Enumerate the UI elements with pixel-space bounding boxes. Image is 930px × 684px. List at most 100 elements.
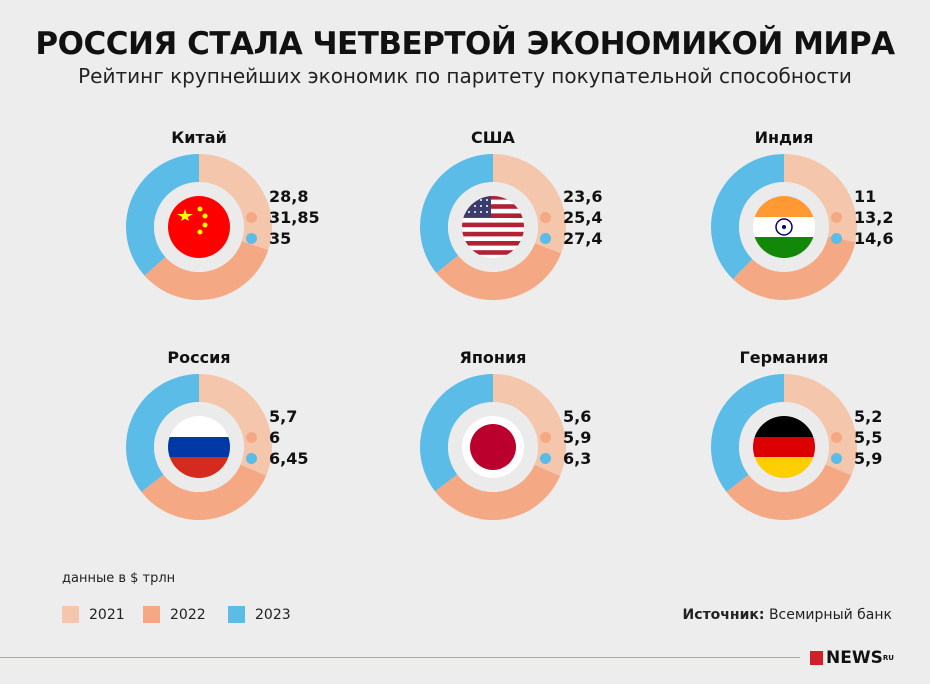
- dot-icon: [540, 411, 551, 422]
- donut-segment-2023: [126, 374, 199, 492]
- value-row: 5,6: [540, 406, 591, 427]
- legend-swatch: [228, 606, 245, 623]
- value-row: 28,8: [246, 186, 320, 207]
- donut-segment-2021: [199, 374, 272, 476]
- germany-flag-icon: [753, 416, 815, 478]
- value-row: 5,2: [831, 406, 882, 427]
- donut-segment-2023: [126, 154, 199, 276]
- donut-segment-2023: [711, 374, 784, 492]
- legend-2022: 2022: [143, 606, 206, 623]
- value-label: 13,2: [854, 208, 894, 227]
- dot-icon: [540, 191, 551, 202]
- donut-segment-2022: [732, 236, 856, 301]
- value-label: 35: [269, 229, 292, 248]
- source: Источник: Всемирный банк: [683, 607, 892, 623]
- donut-segment-2022: [144, 241, 269, 300]
- value-row: 6: [246, 427, 308, 448]
- china-flag-icon: [168, 196, 230, 258]
- value-label: 5,6: [563, 407, 592, 426]
- divider: [0, 657, 800, 658]
- legend-swatch: [62, 606, 79, 623]
- donut: [711, 374, 857, 520]
- dot-icon: [246, 233, 257, 244]
- donut-segment-2021: [784, 374, 857, 476]
- value-row: 5,9: [540, 427, 591, 448]
- value-label: 23,6: [563, 187, 603, 206]
- value-row: 27,4: [540, 228, 602, 249]
- dot-icon: [246, 453, 257, 464]
- dot-icon: [831, 233, 842, 244]
- dot-icon: [246, 432, 257, 443]
- value-legend: 5,2 5,5 5,9: [831, 406, 882, 469]
- japan-flag-icon: [462, 416, 524, 478]
- legend-swatch: [143, 606, 160, 623]
- dot-icon: [540, 212, 551, 223]
- donut-segment-2023: [420, 154, 493, 274]
- donut-segment-2021: [493, 374, 566, 476]
- dot-icon: [831, 212, 842, 223]
- value-label: 5,9: [563, 428, 592, 447]
- logo-mark-icon: [810, 651, 823, 665]
- usa-flag-icon: [462, 196, 524, 258]
- donut-segment-2021: [199, 154, 272, 251]
- donut-segment-2021: [493, 154, 566, 254]
- value-row: 13,2: [831, 207, 893, 228]
- page-title: РОССИЯ СТАЛА ЧЕТВЕРТОЙ ЭКОНОМИКОЙ МИРА: [35, 26, 895, 62]
- legend-2021: 2021: [62, 606, 125, 623]
- donut: [126, 374, 272, 520]
- value-legend: 5,7 6 6,45: [246, 406, 308, 469]
- value-label: 5,7: [269, 407, 298, 426]
- donut-segment-2022: [436, 243, 562, 300]
- source-label: Источник:: [682, 607, 765, 623]
- value-row: 5,9: [831, 448, 882, 469]
- donut-segment-2023: [711, 154, 784, 280]
- value-row: 5,5: [831, 427, 882, 448]
- value-row: 25,4: [540, 207, 602, 228]
- donut-segment-2022: [435, 464, 561, 520]
- value-row: 35: [246, 228, 320, 249]
- dot-icon: [831, 453, 842, 464]
- donut-chart-1: США 23,6 25,4 27,4: [368, 128, 662, 338]
- donut-chart-0: Китай 28,8 31,85 35: [74, 128, 368, 338]
- value-row: 5,7: [246, 406, 308, 427]
- dot-icon: [246, 411, 257, 422]
- logo-text: NEWS: [826, 648, 883, 668]
- country-name: США: [471, 128, 515, 147]
- value-label: 5,9: [854, 449, 883, 468]
- value-row: 31,85: [246, 207, 320, 228]
- india-flag-icon: [753, 196, 815, 258]
- donut-segment-2022: [141, 464, 267, 520]
- donut-chart-5: Германия 5,2 5,5 5,9: [659, 348, 930, 558]
- country-name: Россия: [167, 348, 231, 367]
- value-label: 6: [269, 428, 281, 447]
- value-row: 6,45: [246, 448, 308, 469]
- donut-segment-2022: [726, 464, 852, 520]
- value-legend: 5,6 5,9 6,3: [540, 406, 591, 469]
- country-name: Китай: [171, 128, 227, 147]
- dot-icon: [246, 212, 257, 223]
- value-label: 14,6: [854, 229, 894, 248]
- country-name: Индия: [754, 128, 814, 147]
- donut-chart-4: Япония 5,6 5,9 6,3: [368, 348, 662, 558]
- donut: [420, 154, 566, 300]
- legend-label: 2022: [170, 606, 206, 623]
- value-label: 25,4: [563, 208, 603, 227]
- donut: [420, 374, 566, 520]
- logo-sup: RU: [882, 654, 894, 662]
- country-name: Германия: [739, 348, 829, 367]
- page-subtitle: Рейтинг крупнейших экономик по паритету …: [78, 64, 852, 88]
- legend-2023: 2023: [228, 606, 291, 623]
- dot-icon: [831, 432, 842, 443]
- value-label: 27,4: [563, 229, 603, 248]
- value-label: 11: [854, 187, 877, 206]
- dot-icon: [540, 453, 551, 464]
- dot-icon: [831, 411, 842, 422]
- value-row: 14,6: [831, 228, 893, 249]
- value-label: 5,2: [854, 407, 883, 426]
- dot-icon: [246, 191, 257, 202]
- value-row: 11: [831, 186, 893, 207]
- value-label: 6,45: [269, 449, 309, 468]
- value-label: 28,8: [269, 187, 309, 206]
- units-note: данные в $ трлн: [62, 571, 176, 586]
